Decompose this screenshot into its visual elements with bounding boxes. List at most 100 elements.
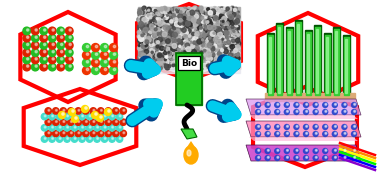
Circle shape — [304, 132, 308, 136]
Circle shape — [140, 25, 145, 30]
Circle shape — [258, 125, 260, 127]
Circle shape — [200, 29, 202, 31]
Circle shape — [192, 19, 195, 22]
Circle shape — [48, 132, 50, 134]
Circle shape — [222, 64, 224, 66]
Circle shape — [227, 21, 231, 25]
Circle shape — [150, 20, 153, 23]
Circle shape — [69, 29, 71, 31]
Circle shape — [191, 24, 194, 27]
Circle shape — [217, 21, 220, 24]
Circle shape — [138, 58, 142, 62]
Circle shape — [181, 47, 186, 52]
Circle shape — [152, 39, 155, 43]
Circle shape — [175, 61, 178, 63]
Circle shape — [224, 7, 226, 9]
Circle shape — [228, 57, 230, 59]
Circle shape — [220, 56, 223, 60]
Circle shape — [195, 23, 198, 26]
Circle shape — [236, 44, 240, 47]
Circle shape — [216, 34, 219, 37]
Circle shape — [155, 23, 156, 25]
Circle shape — [170, 54, 175, 59]
Circle shape — [202, 40, 205, 43]
Circle shape — [174, 46, 177, 49]
Circle shape — [237, 42, 239, 44]
Circle shape — [234, 64, 236, 65]
Circle shape — [267, 156, 269, 158]
Circle shape — [194, 60, 199, 65]
Circle shape — [156, 41, 160, 44]
Circle shape — [154, 10, 157, 13]
Circle shape — [158, 37, 162, 42]
Circle shape — [190, 41, 192, 43]
Circle shape — [204, 48, 209, 53]
Circle shape — [344, 103, 346, 105]
Circle shape — [158, 40, 162, 44]
Circle shape — [200, 42, 204, 46]
Circle shape — [65, 34, 73, 42]
Circle shape — [209, 63, 211, 65]
Circle shape — [153, 43, 156, 46]
Circle shape — [230, 41, 235, 46]
Circle shape — [156, 60, 161, 65]
Circle shape — [59, 112, 65, 118]
Circle shape — [197, 34, 201, 38]
Circle shape — [178, 43, 181, 45]
Circle shape — [145, 10, 149, 14]
Circle shape — [153, 21, 156, 24]
Circle shape — [172, 20, 176, 24]
Circle shape — [342, 132, 347, 136]
Circle shape — [175, 60, 178, 63]
Circle shape — [233, 15, 236, 18]
Circle shape — [170, 47, 173, 49]
Circle shape — [167, 46, 169, 49]
Circle shape — [147, 40, 152, 44]
Circle shape — [234, 24, 239, 28]
Circle shape — [224, 39, 228, 43]
Circle shape — [189, 19, 191, 21]
Circle shape — [155, 24, 159, 28]
Circle shape — [57, 49, 65, 56]
Circle shape — [275, 102, 280, 107]
Circle shape — [206, 48, 210, 51]
Circle shape — [141, 59, 145, 62]
Circle shape — [164, 10, 166, 12]
Circle shape — [147, 36, 151, 41]
Circle shape — [344, 110, 346, 112]
Circle shape — [220, 16, 222, 18]
Circle shape — [144, 17, 149, 21]
Circle shape — [188, 55, 192, 59]
Circle shape — [230, 46, 234, 50]
Circle shape — [162, 33, 165, 36]
Circle shape — [199, 38, 204, 42]
Circle shape — [147, 14, 152, 19]
Circle shape — [229, 61, 233, 65]
Circle shape — [174, 52, 179, 57]
Circle shape — [235, 38, 240, 43]
Circle shape — [153, 46, 156, 48]
Circle shape — [143, 65, 147, 68]
Circle shape — [174, 51, 175, 52]
Circle shape — [206, 41, 208, 43]
Circle shape — [180, 41, 182, 42]
Circle shape — [175, 45, 179, 49]
Circle shape — [233, 61, 235, 63]
Circle shape — [160, 29, 164, 33]
Circle shape — [222, 12, 224, 14]
Circle shape — [141, 15, 146, 19]
Circle shape — [164, 52, 166, 54]
Circle shape — [354, 125, 356, 127]
Bar — [276, 23, 283, 95]
Circle shape — [180, 28, 181, 30]
Circle shape — [175, 10, 179, 15]
Circle shape — [148, 9, 150, 11]
Circle shape — [227, 14, 230, 17]
Circle shape — [224, 49, 228, 54]
Circle shape — [150, 20, 152, 23]
Circle shape — [78, 121, 80, 122]
Circle shape — [162, 58, 167, 63]
Circle shape — [142, 57, 144, 60]
Circle shape — [222, 19, 226, 23]
Circle shape — [232, 56, 234, 58]
